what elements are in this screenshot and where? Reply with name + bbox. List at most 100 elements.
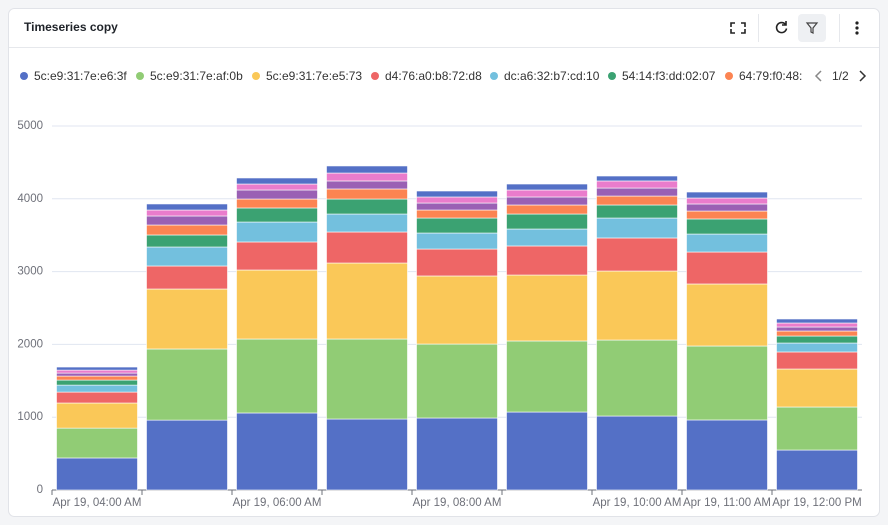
bar-segment [506,245,588,276]
bar-segment [416,202,498,211]
filter-button[interactable] [798,14,826,42]
bar-segment [56,384,138,393]
bar-segment [596,339,678,417]
chart-title: Timeseries copy [24,20,118,34]
bar-segment [686,251,768,285]
bar-segment [146,215,228,226]
legend-marker [490,72,498,80]
bar-segment [56,402,138,429]
bar-segment [506,411,588,491]
bar-segment [326,418,408,491]
legend-marker [371,72,379,80]
bar-segment [236,189,318,200]
bar-segment [56,375,138,381]
bar-segment [776,335,858,344]
bar-segment [416,275,498,345]
x-tick-label: Apr 19, 10:00 AM [593,497,682,509]
bar-segment [326,198,408,215]
bar-segment [56,372,138,377]
legend-label: 54:14:f3:dd:02:07 [622,69,716,83]
legend-label: dc:a6:32:b7:cd:10 [504,69,600,83]
bar-segment [686,419,768,491]
bar-segment [236,241,318,271]
x-tick-label: Apr 19, 08:00 AM [413,497,502,509]
legend-label: d4:76:a0:b8:72:d8 [385,69,482,83]
bar-segment [416,196,498,204]
x-tick-label: Apr 19, 04:00 AM [53,497,142,509]
bar-segment [596,180,678,189]
bar-segment [686,218,768,235]
legend-label: 5c:e9:31:7e:e5:73 [266,69,362,83]
bar-segment [506,183,588,191]
bar-segment [506,204,588,215]
y-tick-label: 2000 [17,338,43,350]
bar-segment [236,207,318,223]
bar-segment [416,209,498,219]
bar-segment [56,457,138,491]
bar-segment [146,246,228,267]
bar-segment [416,232,498,250]
bar-segment [146,265,228,290]
legend-prev[interactable] [814,70,822,82]
bar-segment [236,183,318,191]
bar-segment [326,165,408,174]
bar-segment [776,351,858,370]
bar-segment [506,196,588,206]
bar-segment [596,270,678,341]
x-tick-label: Apr 19, 06:00 AM [233,497,322,509]
bar-segment [596,237,678,272]
y-tick-label: 1000 [17,411,43,423]
bar-segment [596,187,678,197]
bar-segment [506,189,588,198]
bar-segment [146,234,228,248]
bar-segment [596,217,678,239]
x-tick-label: Apr 19, 12:00 PM [772,497,862,509]
bar-segment [146,209,228,217]
fullscreen-button[interactable] [730,22,746,34]
bar-segment [236,177,318,185]
legend-marker [20,72,28,80]
bar-segment [326,231,408,264]
bar-segment [56,369,138,374]
bar-segment [146,203,228,211]
y-tick-label: 4000 [17,193,43,205]
more-button[interactable] [855,21,859,35]
bar-segment [686,191,768,199]
bar-segment [686,345,768,421]
bar-segment [776,326,858,332]
legend-next[interactable] [859,70,867,82]
legend-label: 5c:e9:31:7e:e6:3f [34,69,127,83]
bar-segment [416,248,498,277]
bar-segment [146,224,228,236]
bar-segment [416,417,498,491]
y-tick-label: 3000 [17,266,43,278]
bar-segment [506,274,588,342]
bar-segment [686,210,768,220]
bar-segment [326,188,408,200]
bar-segment [326,172,408,182]
refresh-button[interactable] [775,21,788,34]
bar-segment [506,340,588,413]
bar-segment [416,217,498,234]
bar-segment [236,198,318,209]
bar-segment [596,195,678,206]
bar-segment [56,379,138,386]
bar-segment [236,338,318,414]
y-tick-label: 0 [37,484,43,496]
bar-segment [776,322,858,328]
bar-segment [326,213,408,233]
bar-segment [776,406,858,451]
filter-icon [805,22,819,34]
bar-segment [596,204,678,219]
bar-segment [686,233,768,253]
bar-segment [596,175,678,182]
bar-segment [56,391,138,404]
bar-segment [146,348,228,421]
bar-segment [236,269,318,340]
bar-segment [146,288,228,350]
bar-segment [326,180,408,190]
bar-segment [56,366,138,371]
x-tick-label: Apr 19, 11:00 AM [683,497,771,509]
bar-segment [326,262,408,340]
